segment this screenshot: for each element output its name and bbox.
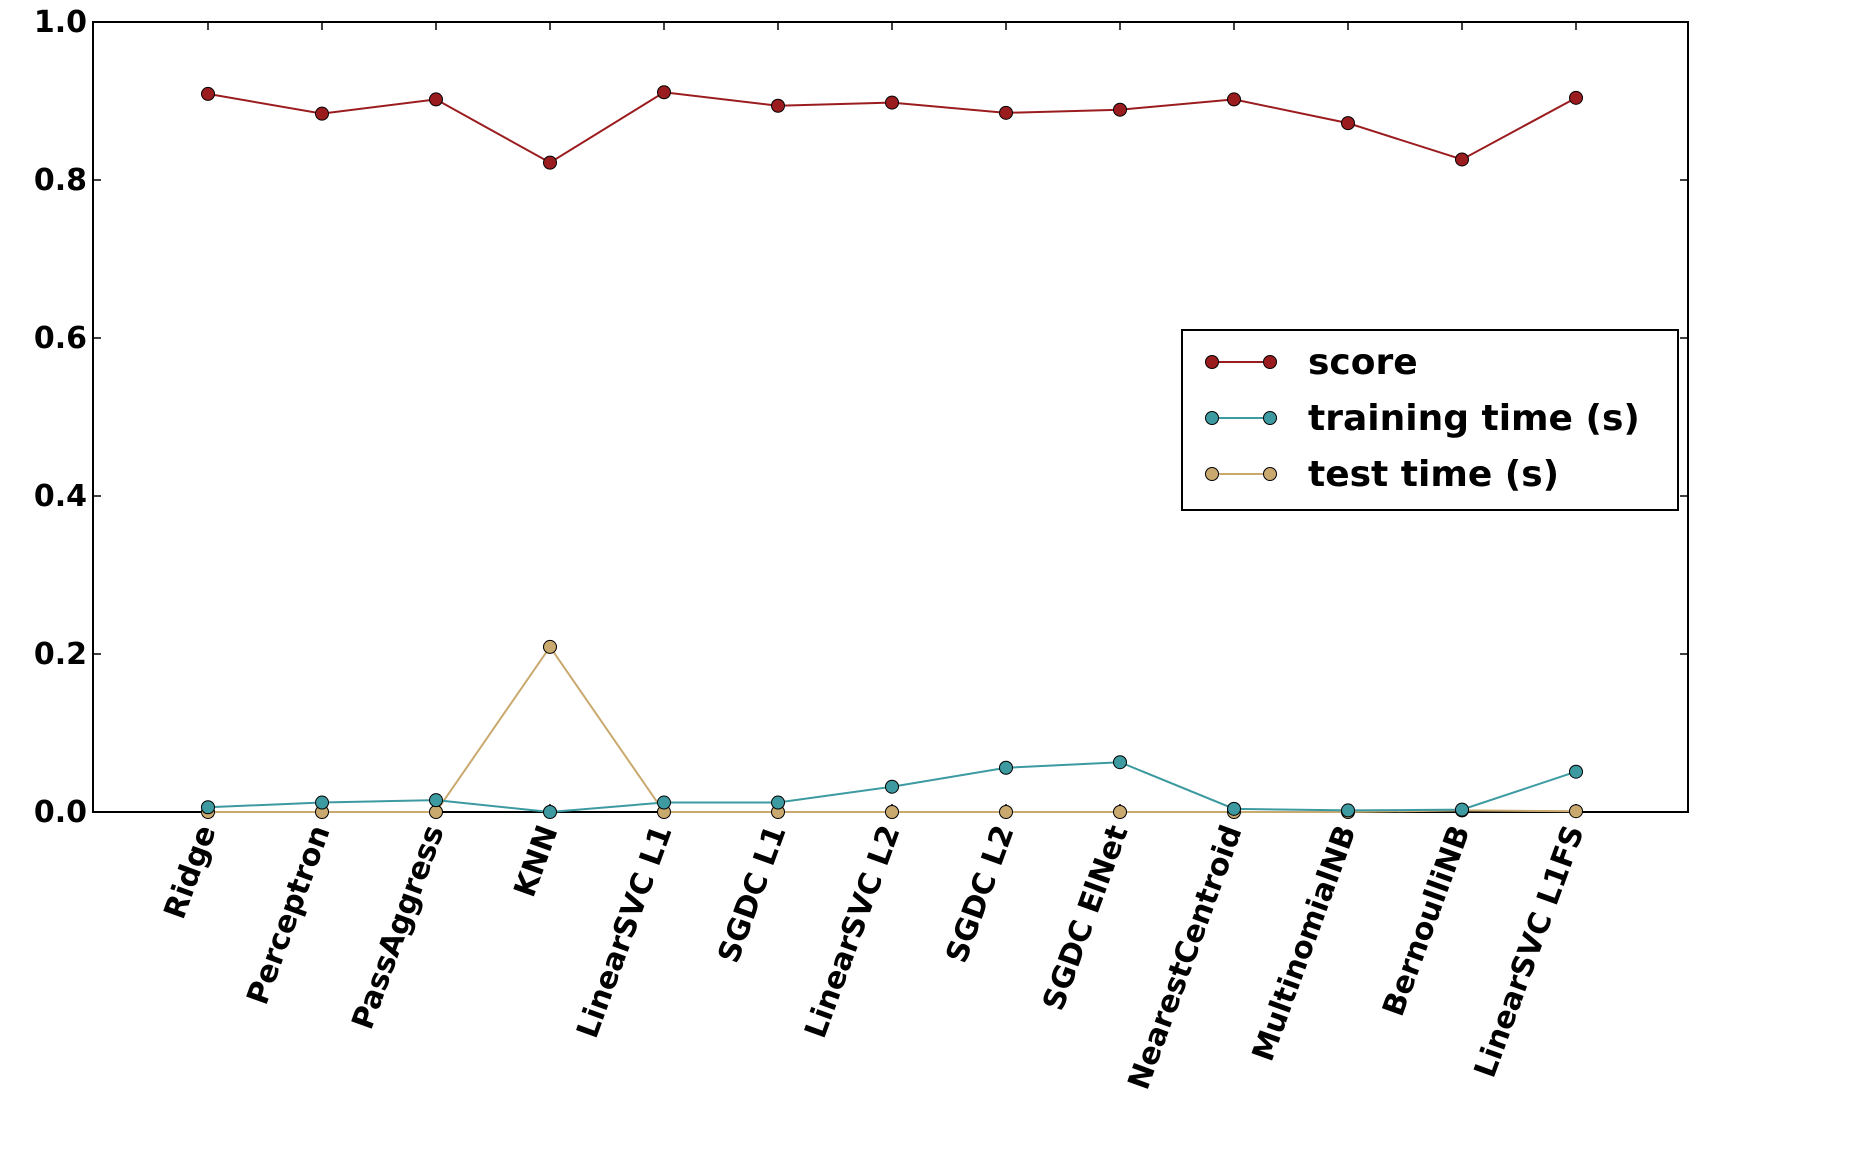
x-tick-label: SGDC L2 (940, 821, 1022, 968)
x-tick-label: PassAggress (345, 821, 451, 1034)
data-point (885, 95, 899, 110)
data-point (999, 105, 1013, 120)
series-layer (201, 85, 1583, 819)
data-point (1227, 801, 1241, 816)
y-tick-label: 0.0 (34, 795, 87, 830)
x-tick-label: NearestCentroid (1121, 821, 1249, 1094)
x-tick-label: Perceptron (240, 821, 337, 1009)
legend-marker (1205, 411, 1219, 425)
y-tick-label: 0.8 (34, 163, 87, 198)
data-point (429, 805, 443, 819)
data-point (1569, 804, 1583, 819)
data-point (1113, 805, 1127, 819)
data-point (201, 800, 215, 815)
legend-marker (1263, 467, 1277, 481)
data-point (543, 805, 557, 819)
x-tick-label: SGDC L1 (712, 821, 794, 968)
data-point (543, 155, 557, 170)
x-tick-label: LinearSVC L1FS (1468, 821, 1592, 1082)
data-point (1113, 102, 1127, 117)
x-tick-label: SGDC ElNet (1036, 821, 1135, 1015)
data-point (429, 793, 443, 808)
legend-label: training time (s) (1308, 398, 1640, 439)
data-point (1455, 152, 1469, 167)
x-tick-label: Ridge (158, 821, 224, 924)
data-point (1341, 803, 1355, 818)
y-tick-label: 1.0 (34, 5, 87, 40)
data-point (1227, 92, 1241, 107)
data-point (657, 795, 671, 810)
data-point (1341, 116, 1355, 131)
y-tick-label: 0.4 (34, 479, 87, 514)
data-point (1569, 90, 1583, 105)
data-point (999, 760, 1013, 775)
data-point (999, 805, 1013, 819)
data-point (771, 98, 785, 113)
series-1 (201, 755, 1583, 819)
x-tick-label: LinearSVC L1 (570, 821, 679, 1043)
data-point (1455, 802, 1469, 817)
x-tick-label: MultinomialNB (1246, 821, 1364, 1066)
legend-label: test time (s) (1308, 454, 1559, 495)
data-point (1113, 755, 1127, 770)
x-tick-label: BernoulliNB (1376, 821, 1477, 1021)
legend-marker (1263, 355, 1277, 369)
data-point (771, 795, 785, 810)
legend: score training time (s) test time (s) (1181, 329, 1679, 511)
x-tick-label: KNN (508, 821, 566, 902)
x-tick-label: LinearSVC L2 (798, 821, 907, 1043)
data-point (1569, 764, 1583, 779)
data-point (885, 779, 899, 794)
legend-marker (1205, 355, 1219, 369)
y-tick-label: 0.2 (34, 637, 87, 672)
legend-marker (1205, 467, 1219, 481)
legend-label: score (1308, 342, 1418, 383)
data-point (885, 805, 899, 819)
x-axis: Ridge Perceptron PassAggress KNN LinearSVC L… (158, 22, 1592, 1094)
data-point (543, 639, 557, 654)
data-point (657, 85, 671, 100)
data-point (315, 795, 329, 810)
y-tick-label: 0.6 (34, 321, 87, 356)
series-0 (201, 85, 1583, 170)
data-point (315, 106, 329, 121)
y-axis: 0.0 0.2 0.4 0.6 0.8 1.0 (34, 5, 1688, 830)
data-point (201, 86, 215, 101)
data-point (429, 92, 443, 107)
legend-marker (1263, 411, 1277, 425)
